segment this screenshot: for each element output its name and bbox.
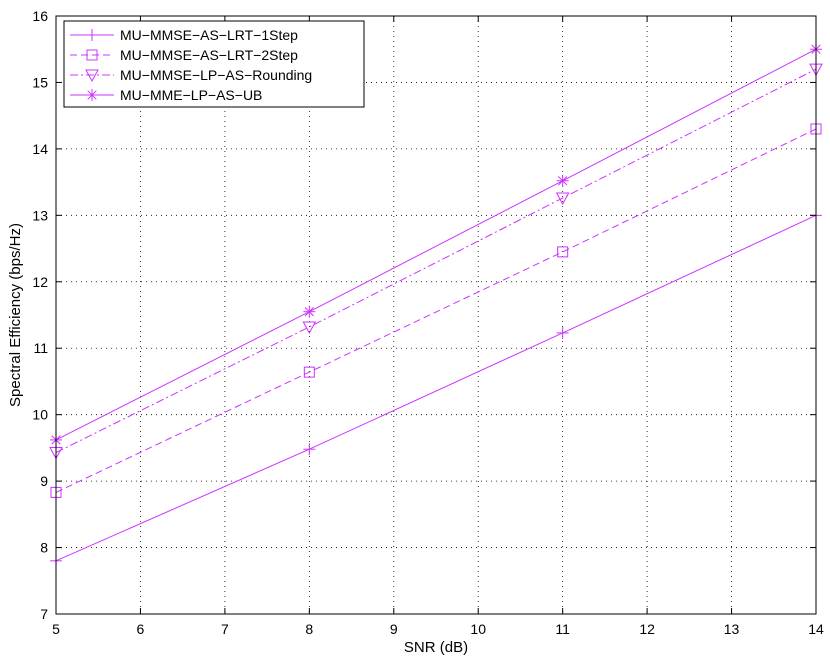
- y-tick-label: 8: [40, 540, 48, 556]
- x-axis-title: SNR (dB): [404, 639, 468, 656]
- series-1-point: [303, 443, 316, 456]
- y-tick-label: 13: [32, 207, 48, 223]
- x-tick-label: 5: [52, 621, 60, 637]
- x-tick-label: 13: [724, 621, 740, 637]
- axis-ticks: 5 6 7 8 9 10 11 12 13 14 7 8 9 10 11 12 13 14 15 16: [32, 8, 824, 637]
- y-axis-title: Spectral Efficiency (bps/Hz): [7, 223, 24, 407]
- y-tick-label: 15: [32, 74, 48, 90]
- y-tick-label: 11: [33, 340, 48, 356]
- legend-marker-2: [86, 49, 98, 61]
- x-tick-label: 11: [555, 621, 570, 637]
- legend-marker-3: [85, 69, 99, 83]
- legend-marker-4: [86, 89, 98, 101]
- y-tick-label: 10: [32, 407, 48, 423]
- series-2-point: [303, 366, 315, 378]
- series-line-2: [55, 128, 817, 493]
- y-tick-label: 12: [32, 274, 48, 290]
- data-series: [49, 43, 823, 567]
- legend-label-3: MU−MMSE−LP−AS−Rounding: [120, 67, 312, 83]
- x-tick-label: 6: [137, 621, 145, 637]
- x-tick-label: 9: [390, 621, 398, 637]
- legend: MU−MMSE−AS−LRT−1Step MU−MMSE−AS−LRT−2Step…: [63, 20, 365, 108]
- series-3-point: [302, 321, 317, 335]
- x-tick-label: 14: [808, 621, 824, 637]
- legend-marker-1: [86, 29, 98, 41]
- series-line-4: [55, 48, 817, 441]
- y-tick-label: 9: [40, 473, 48, 489]
- y-tick-label: 7: [40, 606, 48, 622]
- x-tick-label: 7: [221, 621, 229, 637]
- legend-label-2: MU−MMSE−AS−LRT−2Step: [120, 47, 298, 63]
- grid-lines: [56, 16, 816, 614]
- series-3-point: [555, 192, 570, 206]
- series-line-3: [55, 68, 817, 453]
- legend-label-1: MU−MMSE−AS−LRT−1Step: [120, 27, 298, 43]
- x-tick-label: 10: [470, 621, 486, 637]
- x-tick-label: 8: [305, 621, 313, 637]
- y-tick-label: 14: [32, 141, 48, 157]
- series-4-point: [556, 174, 569, 187]
- series-line-1: [55, 214, 817, 562]
- series-2-point: [557, 246, 569, 258]
- series-1-point: [556, 326, 569, 339]
- x-tick-label: 12: [639, 621, 655, 637]
- plot-area: [56, 16, 816, 614]
- series-4-point: [303, 305, 316, 318]
- y-tick-label: 16: [32, 8, 48, 24]
- legend-label-4: MU−MME−LP−AS−UB: [120, 87, 262, 103]
- plot-frame: [55, 15, 817, 615]
